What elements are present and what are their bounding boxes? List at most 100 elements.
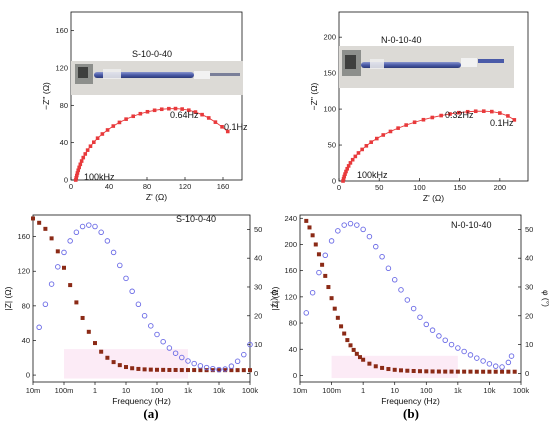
data-point — [43, 226, 48, 231]
data-point — [430, 115, 435, 120]
data-point — [62, 265, 66, 270]
data-point — [328, 238, 335, 244]
Z-series — [31, 216, 252, 373]
y-axis-label: −Z'' (Ω) — [309, 82, 319, 110]
data-point — [309, 289, 316, 296]
data-point — [85, 148, 90, 152]
data-point — [131, 114, 136, 119]
data-point — [216, 366, 222, 373]
data-point — [369, 140, 373, 144]
data-point — [229, 368, 234, 373]
data-point — [442, 337, 448, 344]
data-point — [455, 345, 461, 351]
y-tick-label: 160 — [17, 232, 30, 241]
x-tick-label: 10m — [293, 386, 308, 395]
data-point — [356, 151, 361, 155]
y-tick-label: 120 — [17, 267, 30, 276]
data-point — [448, 341, 455, 348]
annotation: 100kHz — [84, 172, 115, 182]
data-point — [124, 365, 128, 370]
y2-tick-label: 20 — [254, 311, 262, 320]
data-point — [123, 275, 129, 282]
data-point — [316, 252, 321, 257]
data-point — [512, 369, 517, 374]
data-point — [357, 355, 362, 360]
data-point — [142, 367, 147, 372]
data-point — [439, 113, 443, 118]
data-point — [78, 162, 83, 167]
x-tick-label: 10 — [122, 386, 130, 395]
data-point — [323, 273, 328, 278]
data-point — [481, 109, 486, 113]
data-point — [506, 114, 510, 118]
data-point — [155, 367, 159, 372]
data-point — [367, 361, 372, 366]
data-point — [83, 152, 88, 156]
data-point — [316, 269, 322, 276]
series-series — [341, 109, 517, 183]
data-point — [326, 285, 331, 290]
x-tick-label: 1k — [184, 386, 192, 395]
data-point — [304, 218, 309, 223]
y2-tick-label: 0 — [525, 369, 529, 378]
x-tick-label: 50 — [375, 183, 383, 192]
y-tick-label: 40 — [289, 345, 297, 354]
annotation: 100kHz — [357, 170, 388, 180]
y-tick-label: 80 — [60, 101, 68, 110]
y-tick-label: 100 — [323, 105, 336, 114]
y-tick-label: 50 — [328, 141, 336, 150]
data-point — [167, 106, 171, 111]
data-point — [303, 310, 310, 316]
data-point — [152, 108, 157, 113]
data-point — [76, 168, 81, 173]
data-point — [36, 324, 42, 331]
data-point — [385, 265, 392, 272]
data-point — [148, 367, 153, 372]
data-point — [197, 363, 204, 369]
plot-frame — [338, 11, 529, 182]
data-point — [320, 262, 325, 267]
y-tick-label: 150 — [323, 69, 336, 78]
y2-tick-label: 40 — [525, 254, 533, 263]
annotation: 0.1Hz — [490, 118, 514, 128]
data-point — [198, 368, 203, 373]
data-point — [81, 155, 86, 160]
data-point — [341, 222, 347, 228]
data-point — [145, 109, 150, 114]
data-point — [73, 178, 78, 182]
x-tick-label: 100 — [413, 183, 426, 192]
data-point — [225, 129, 230, 134]
data-point — [55, 249, 60, 254]
x-tick-label: 200 — [494, 183, 507, 192]
data-point — [455, 369, 460, 374]
data-point — [342, 331, 347, 336]
data-point — [135, 301, 142, 308]
data-point — [124, 117, 128, 121]
phase-series — [36, 222, 253, 373]
data-point — [467, 352, 474, 358]
data-point — [79, 159, 84, 163]
data-point — [200, 112, 204, 117]
data-point — [341, 179, 345, 183]
data-point — [192, 368, 197, 373]
data-point — [417, 369, 422, 374]
data-point — [398, 368, 403, 373]
data-point — [74, 300, 79, 305]
data-point — [404, 297, 411, 303]
data-point — [499, 364, 505, 370]
x-tick-label: 40 — [105, 182, 113, 191]
data-point — [166, 345, 173, 351]
data-point — [213, 120, 218, 124]
data-point — [344, 169, 348, 174]
x-axis-label: Frequency (Hz) — [381, 396, 440, 406]
plot-frame — [299, 214, 522, 383]
x-tick-label: 100 — [420, 386, 433, 395]
data-point — [341, 177, 346, 181]
y-tick-label: 0 — [293, 371, 297, 380]
data-point — [223, 368, 228, 373]
b_bode-chart: 10m 100m 1 10 100 1k 10k 100k 0 40 80 120 160 200 240 0… — [270, 214, 550, 406]
plot-frame — [32, 214, 251, 383]
y-axis-label: |Z| (Ω) — [3, 286, 13, 310]
x-tick-label: 0 — [337, 183, 341, 192]
